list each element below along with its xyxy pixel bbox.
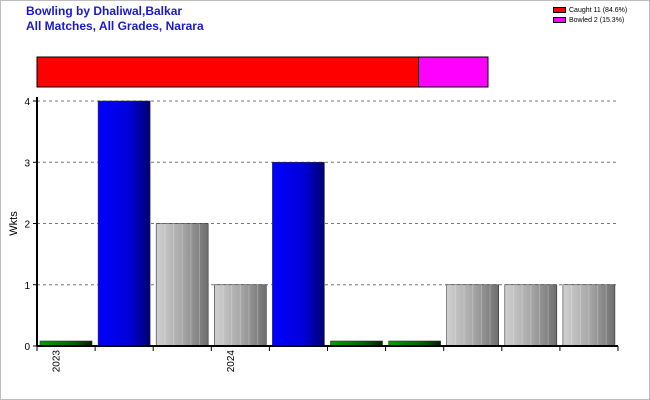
bars bbox=[39, 100, 616, 347]
y-axis-label: Wkts bbox=[8, 211, 20, 236]
legend-swatch-bowled bbox=[553, 17, 566, 23]
chart-subtitle: All Matches, All Grades, Narara bbox=[26, 19, 204, 33]
bar bbox=[97, 100, 151, 347]
x-tick-label: 2024 bbox=[226, 350, 237, 373]
dismissal-bar bbox=[36, 56, 489, 88]
legend-item-caught: Caught 11 (84.6%) bbox=[553, 5, 627, 15]
bar bbox=[446, 284, 500, 347]
legend-label-bowled: Bowled 2 (15.3%) bbox=[569, 16, 625, 24]
dismissal-segment-bowled bbox=[418, 56, 489, 88]
x-tick-label: 2023 bbox=[52, 350, 63, 373]
legend-swatch-caught bbox=[553, 7, 566, 13]
y-tick-label: 4 bbox=[24, 97, 30, 108]
bar bbox=[562, 284, 616, 347]
legend: Caught 11 (84.6%) Bowled 2 (15.3%) bbox=[553, 5, 627, 25]
y-tick-label: 0 bbox=[24, 342, 30, 353]
dismissal-segment-caught bbox=[36, 56, 420, 88]
bar bbox=[272, 161, 325, 347]
chart-title: Bowling by Dhaliwal,Balkar bbox=[26, 4, 183, 18]
y-tick-label: 1 bbox=[24, 281, 30, 292]
axes: 0 1 2 3 4 2023 2024 Wkts bbox=[8, 97, 619, 373]
legend-item-bowled: Bowled 2 (15.3%) bbox=[553, 15, 627, 25]
y-tick-label: 2 bbox=[24, 220, 30, 231]
y-tick-label: 3 bbox=[24, 158, 30, 169]
legend-label-caught: Caught 11 (84.6%) bbox=[569, 6, 628, 14]
bar bbox=[214, 284, 267, 347]
